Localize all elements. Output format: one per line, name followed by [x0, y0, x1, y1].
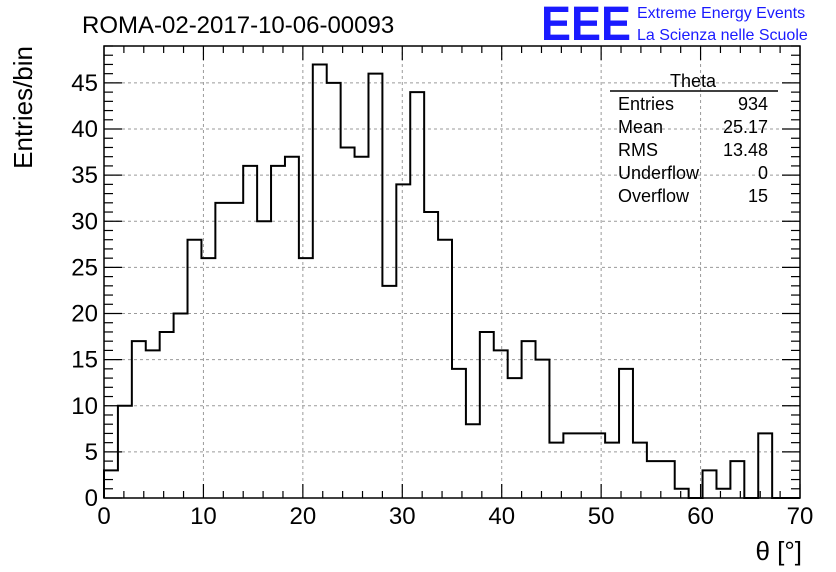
- x-tick-label: 20: [290, 503, 317, 530]
- logo-mark: EEE: [541, 0, 631, 51]
- y-tick-label: 15: [71, 347, 98, 374]
- stats-row-value: 15: [748, 186, 768, 206]
- logo-line1: Extreme Energy Events: [637, 5, 805, 22]
- eee-logo: EEE Extreme Energy Events La Scienza nel…: [541, 0, 808, 51]
- stats-row-value: 13.48: [723, 140, 768, 160]
- x-tick-label: 70: [787, 503, 814, 530]
- stats-row-value: 25.17: [723, 117, 768, 137]
- plot-frame: [103, 45, 801, 499]
- x-tick-label: 60: [687, 503, 714, 530]
- stats-row-label: RMS: [618, 140, 658, 160]
- stats-box: Theta Entries 934 Mean 25.17 RMS 13.48 Underfl…: [610, 71, 778, 206]
- y-axis-label: Entries/bin: [8, 46, 38, 169]
- stats-rows: Entries 934 Mean 25.17 RMS 13.48 Underflow 0 Ove…: [618, 94, 768, 206]
- histogram-outline: [103, 63, 800, 499]
- y-tick-label: 35: [71, 162, 98, 189]
- x-tick-label: 30: [389, 503, 416, 530]
- y-tick-label: 10: [71, 393, 98, 420]
- y-tick-label: 30: [71, 208, 98, 235]
- x-tick-labels: 0 10 20 30 40 50 60 70: [97, 503, 813, 530]
- x-tick-label: 40: [488, 503, 515, 530]
- x-tick-label: 10: [190, 503, 217, 530]
- stats-row-value: 0: [758, 163, 768, 183]
- x-tick-label: 0: [97, 503, 110, 530]
- axis-ticks: [103, 45, 801, 499]
- chart-title: ROMA-02-2017-10-06-00093: [82, 12, 394, 39]
- y-tick-label: 25: [71, 254, 98, 281]
- stats-row-label: Mean: [618, 117, 663, 137]
- stats-row-label: Overflow: [618, 186, 690, 206]
- stats-row-label: Entries: [618, 94, 674, 114]
- logo-line2: La Scienza nelle Scuole: [637, 27, 808, 44]
- y-tick-labels: 0 5 10 15 20 25 30 35 40 45: [71, 70, 98, 512]
- x-tick-label: 50: [588, 503, 615, 530]
- y-tick-label: 40: [71, 116, 98, 143]
- y-tick-label: 20: [71, 301, 98, 328]
- y-tick-label: 5: [85, 439, 98, 466]
- y-tick-label: 45: [71, 70, 98, 97]
- stats-row-value: 934: [738, 94, 768, 114]
- y-tick-label: 0: [85, 485, 98, 512]
- stats-title: Theta: [670, 71, 717, 91]
- stats-row-label: Underflow: [618, 163, 700, 183]
- x-axis-label: θ [°]: [755, 536, 802, 566]
